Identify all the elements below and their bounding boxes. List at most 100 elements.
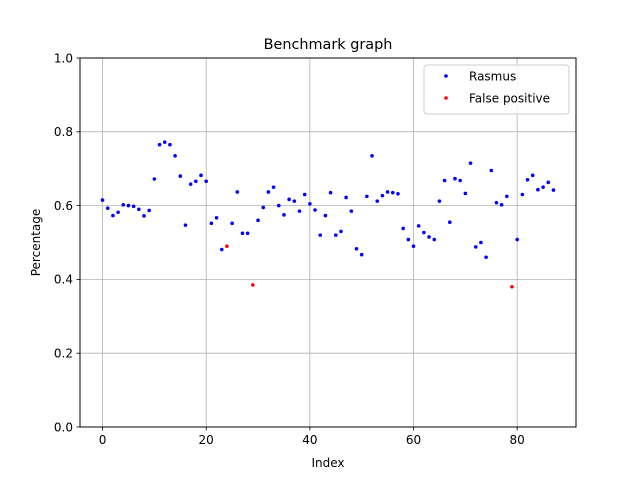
data-point-rasmus [406,237,411,242]
data-point-rasmus [536,187,540,192]
data-point-rasmus [453,176,457,181]
data-point-rasmus [489,168,494,173]
data-point-rasmus [209,221,214,226]
data-point-rasmus [168,142,172,147]
data-point-rasmus [370,153,374,158]
y-tick-label: 0.0 [54,420,73,434]
data-points [100,140,556,289]
data-point-rasmus [105,206,110,210]
data-point-rasmus [188,182,193,186]
data-point-rasmus [484,255,488,260]
data-point-rasmus [147,208,151,213]
data-point-rasmus [385,190,390,194]
data-point-rasmus [230,221,234,226]
data-point-rasmus [427,235,431,239]
data-point-rasmus [183,223,188,227]
data-point-rasmus [375,199,380,203]
legend-label-false-positive: False positive [469,92,550,106]
data-point-rasmus [390,190,395,195]
data-point-rasmus [142,214,146,218]
data-point-rasmus [152,177,157,181]
data-point-rasmus [173,153,177,158]
legend-marker-rasmus [444,74,448,78]
data-point-rasmus [276,203,281,208]
data-point-rasmus [530,173,535,178]
data-point-rasmus [137,207,141,212]
data-point-rasmus [380,193,385,198]
data-point-rasmus [194,179,198,184]
data-point-rasmus [344,195,348,200]
data-point-rasmus [302,192,307,197]
data-point-rasmus [157,142,162,147]
data-point-rasmus [499,203,504,207]
data-point-rasmus [365,194,369,199]
legend-marker-false-positive [444,96,448,100]
legend-label-rasmus: Rasmus [469,70,516,84]
data-point-rasmus [416,224,421,228]
data-point-rasmus [287,197,291,202]
axis-ticks: 0 20 40 60 80 0.0 0.2 0.4 0.6 0.8 1.0 [54,51,525,447]
data-point-rasmus [463,191,468,196]
y-axis-label: Percentage [29,209,43,277]
data-point-rasmus [354,246,359,251]
data-point-rasmus [235,190,240,194]
data-point-rasmus [515,237,519,242]
y-tick-label: 1.0 [54,51,73,65]
data-point-rasmus [546,180,551,185]
x-axis-label: Index [311,456,344,470]
data-point-rasmus [396,191,400,196]
data-point-rasmus [447,220,452,225]
data-point-rasmus [473,245,478,249]
y-tick-label: 0.4 [54,273,73,287]
data-point-rasmus [349,209,354,213]
data-point-rasmus [100,198,105,202]
data-point-rasmus [551,188,556,192]
x-tick-label: 80 [510,433,525,447]
data-point-rasmus [333,233,338,237]
data-point-rasmus [256,218,260,223]
data-point-rasmus [318,233,323,237]
data-point-rasmus [116,210,120,215]
data-point-rasmus [131,204,136,209]
data-point-rasmus [525,177,530,182]
data-point-rasmus [328,190,333,195]
data-point-false-positive [225,244,229,248]
data-point-rasmus [505,194,509,199]
data-point-rasmus [411,244,416,248]
data-point-rasmus [422,230,426,235]
data-point-rasmus [313,208,317,212]
legend-box [423,64,570,115]
data-point-rasmus [458,178,462,183]
data-point-false-positive [251,283,255,287]
data-point-false-positive [510,284,514,289]
data-point-rasmus [121,203,126,207]
data-point-rasmus [479,240,483,245]
data-point-rasmus [162,140,167,144]
data-point-rasmus [240,231,245,236]
data-point-rasmus [520,192,525,197]
x-tick-label: 20 [199,433,214,447]
plot-area-frame [79,57,577,428]
data-point-rasmus [282,213,286,217]
data-point-rasmus [359,252,364,257]
x-tick-label: 60 [406,433,421,447]
data-point-rasmus [214,215,219,220]
data-point-rasmus [204,179,209,184]
data-point-rasmus [178,174,183,178]
data-point-rasmus [297,209,302,213]
data-point-rasmus [261,205,266,210]
y-tick-label: 0.2 [54,347,73,361]
data-point-rasmus [308,201,312,206]
y-tick-label: 0.8 [54,125,73,139]
data-point-rasmus [219,247,224,252]
data-point-rasmus [126,203,131,208]
data-point-rasmus [494,200,499,205]
data-point-rasmus [432,237,437,242]
x-tick-label: 40 [302,433,317,447]
data-point-rasmus [442,178,447,183]
data-point-rasmus [199,173,203,178]
data-point-rasmus [339,229,343,234]
x-tick-label: 0 [99,433,107,447]
chart-title: Benchmark graph [264,37,393,53]
